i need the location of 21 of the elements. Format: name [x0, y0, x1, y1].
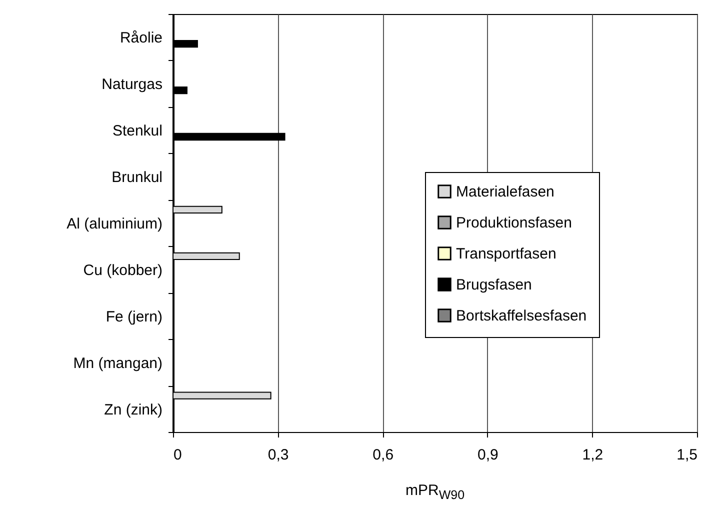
y-tick-label: Råolie — [120, 30, 162, 47]
y-tick-label: Fe (jern) — [106, 308, 162, 326]
y-tick-label: Mn (mangan) — [73, 354, 163, 372]
x-tick-label: 1,5 — [676, 446, 698, 464]
legend-label: Transportfasen — [456, 246, 556, 262]
y-tick-label: Al (aluminium) — [66, 216, 162, 232]
legend-label: Bortskaffelsesfasen — [456, 308, 587, 324]
x-tick-label: 1,2 — [582, 446, 604, 464]
y-tick-label: Zn (zink) — [104, 401, 162, 418]
legend-label: Produktionsfasen — [456, 214, 572, 232]
y-tick-label: Stenkul — [112, 122, 162, 140]
x-tick-label: 0,3 — [268, 446, 289, 464]
legend-label: Materialefasen — [456, 184, 554, 200]
y-tick-label: Cu (kobber) — [83, 262, 162, 279]
x-tick-label: 0,6 — [372, 446, 394, 464]
x-tick-label: 0 — [174, 446, 182, 464]
x-axis-title: mPR$_{W90}$ — [404, 482, 466, 502]
y-tick-label: Brunkul — [112, 169, 162, 186]
x-tick-label: 0,9 — [477, 446, 498, 464]
y-tick-label: Naturgas — [102, 76, 162, 94]
legend-label: Brugsfasen — [456, 276, 532, 294]
